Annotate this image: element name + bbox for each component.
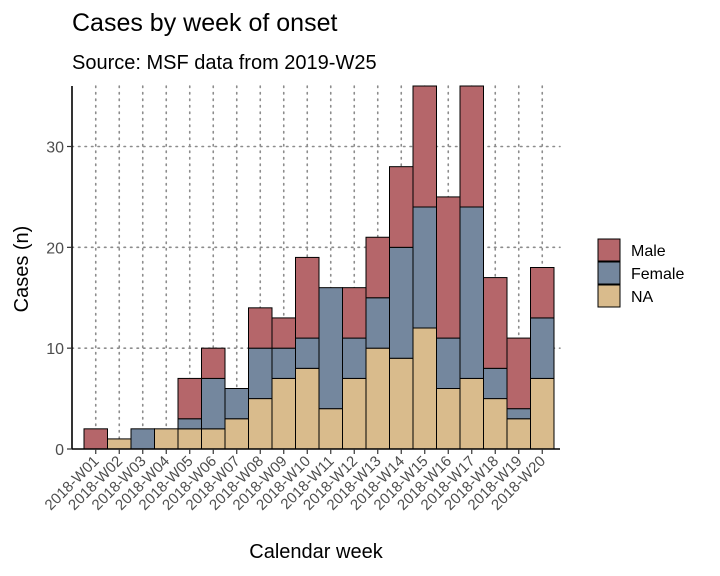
bar-female-2018-w03 xyxy=(130,428,155,450)
bar-male-2018-w09 xyxy=(271,317,296,349)
bar-na-2018-w10 xyxy=(295,367,320,450)
bar-female-2018-w12 xyxy=(342,337,367,379)
y-tick-labels: 0 10 20 30 xyxy=(46,140,72,459)
legend-label-na: NA xyxy=(631,289,654,306)
x-tick-labels: 2018-W012018-W022018-W032018-W042018-W05… xyxy=(42,449,549,514)
bars xyxy=(83,85,555,450)
bar-male-2018-w19 xyxy=(506,337,531,410)
chart-title: Cases by week of onset xyxy=(72,9,337,37)
bar-female-2018-w17 xyxy=(459,206,484,379)
bar-male-2018-w18 xyxy=(483,277,508,369)
bar-male-2018-w05 xyxy=(177,377,202,420)
legend-label-female: Female xyxy=(631,266,684,283)
bar-male-2018-w10 xyxy=(295,256,320,339)
y-axis-label: Cases (n) xyxy=(11,226,33,313)
bar-male-2018-w16 xyxy=(436,196,461,339)
legend-swatch-female xyxy=(597,261,621,285)
bar-na-2018-w16 xyxy=(436,388,461,450)
bar-na-2018-w02 xyxy=(107,438,132,450)
y-tick-label: 30 xyxy=(46,140,64,157)
bar-female-2018-w07 xyxy=(224,388,249,420)
bar-male-2018-w08 xyxy=(248,307,273,349)
bar-female-2018-w15 xyxy=(412,206,437,329)
legend: Male Female NA xyxy=(597,238,684,308)
bar-female-2018-w20 xyxy=(530,317,555,379)
bar-na-2018-w12 xyxy=(342,377,367,450)
bar-na-2018-w15 xyxy=(412,327,437,450)
bar-male-2018-w17 xyxy=(459,85,484,208)
bar-female-2018-w09 xyxy=(271,347,296,379)
bar-female-2018-w16 xyxy=(436,337,461,390)
legend-swatch-male xyxy=(597,238,621,262)
chart-subtitle: Source: MSF data from 2019-W25 xyxy=(72,52,377,74)
bar-na-2018-w18 xyxy=(483,398,508,450)
bar-na-2018-w09 xyxy=(271,377,296,450)
bar-male-2018-w12 xyxy=(342,287,367,339)
bar-male-2018-w20 xyxy=(530,267,555,319)
bar-female-2018-w11 xyxy=(318,287,343,410)
bar-na-2018-w17 xyxy=(459,377,484,450)
bar-na-2018-w06 xyxy=(201,428,226,450)
bar-female-2018-w08 xyxy=(248,347,273,400)
bar-male-2018-w14 xyxy=(389,166,414,248)
bar-na-2018-w08 xyxy=(248,398,273,450)
bar-na-2018-w14 xyxy=(389,357,414,450)
y-tick-label: 0 xyxy=(55,442,64,459)
bar-male-2018-w06 xyxy=(201,347,226,379)
bar-na-2018-w05 xyxy=(177,428,202,450)
bar-male-2018-w13 xyxy=(365,236,390,299)
bar-female-2018-w19 xyxy=(506,408,531,420)
bar-male-2018-w01 xyxy=(83,428,108,450)
bar-na-2018-w11 xyxy=(318,408,343,450)
bar-na-2018-w20 xyxy=(530,377,555,450)
bar-na-2018-w07 xyxy=(224,418,249,450)
y-tick-label: 10 xyxy=(46,341,64,358)
bar-female-2018-w14 xyxy=(389,246,414,359)
bar-female-2018-w10 xyxy=(295,337,320,369)
legend-swatch-na xyxy=(597,284,621,308)
bar-male-2018-w15 xyxy=(412,85,437,208)
bar-female-2018-w18 xyxy=(483,367,508,400)
bar-female-2018-w13 xyxy=(365,297,390,349)
legend-label-male: Male xyxy=(631,243,666,260)
bar-na-2018-w19 xyxy=(506,418,531,450)
x-axis-label: Calendar week xyxy=(249,541,383,563)
y-tick-label: 20 xyxy=(46,240,64,257)
bar-female-2018-w05 xyxy=(177,418,202,430)
bar-na-2018-w13 xyxy=(365,347,390,450)
bar-na-2018-w04 xyxy=(154,428,179,450)
bar-female-2018-w06 xyxy=(201,377,226,430)
